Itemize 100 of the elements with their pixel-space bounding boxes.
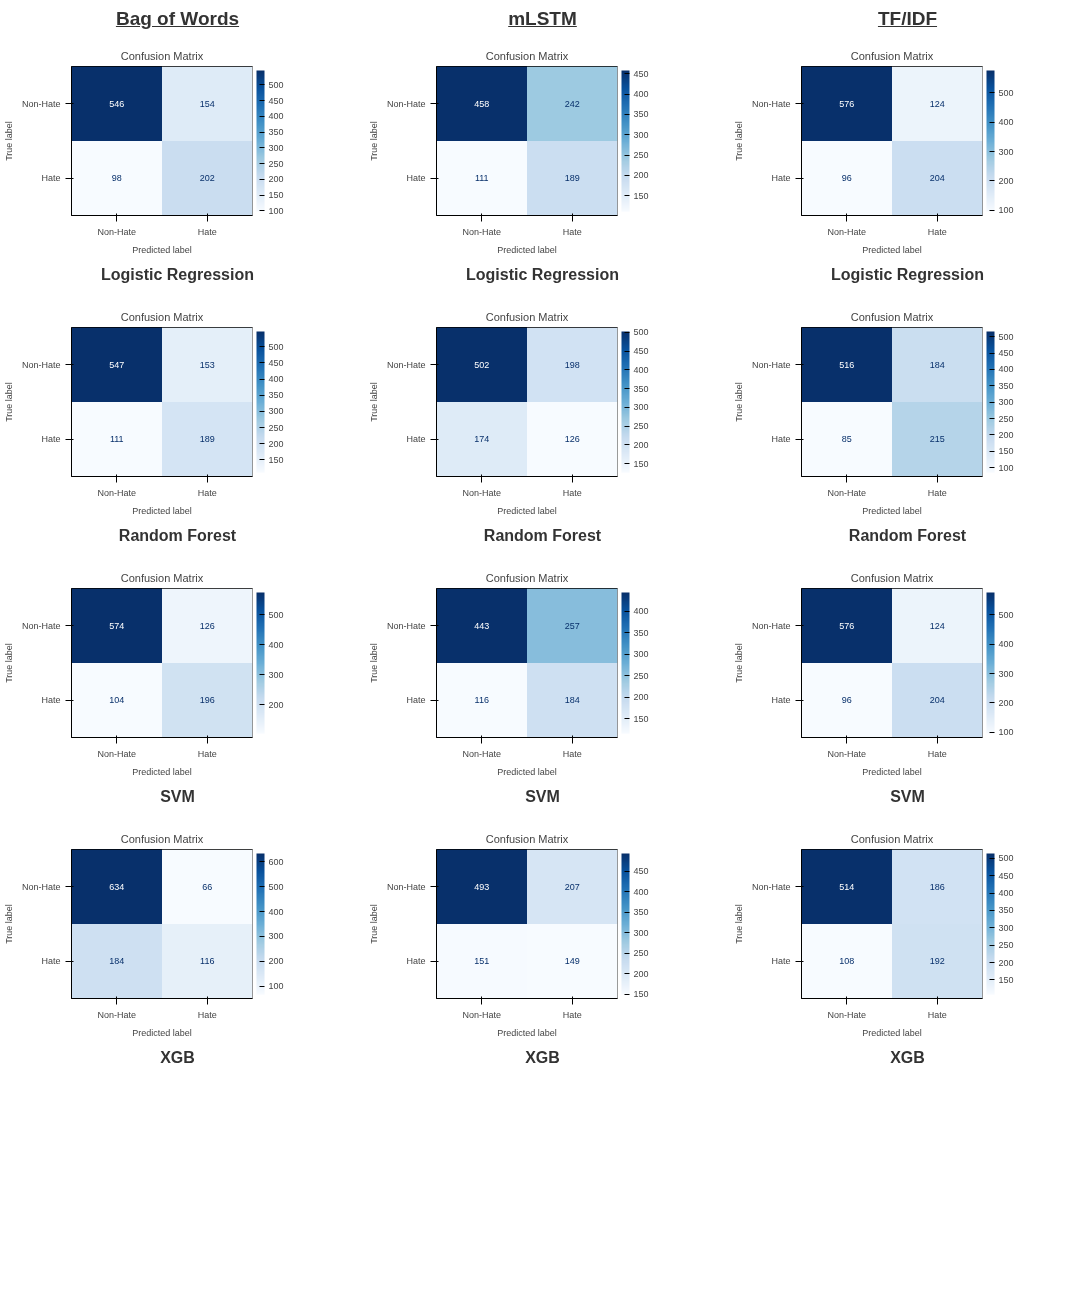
color-bar-label: 250 bbox=[633, 421, 649, 431]
x-axis-title: Predicted label bbox=[862, 1027, 922, 1038]
x-tick-label: Non-Hate bbox=[827, 487, 867, 498]
color-bar-label: 400 bbox=[268, 639, 284, 650]
y-tick-label: Non-Hate bbox=[21, 98, 61, 109]
data-label: 151 bbox=[474, 956, 490, 967]
color-bar-label: 300 bbox=[998, 146, 1014, 157]
y-tick-label: Hate bbox=[771, 173, 791, 184]
color-bar-label: 450 bbox=[998, 348, 1014, 359]
x-tick-label: Hate bbox=[927, 487, 947, 498]
x-tick-label: Non-Hate bbox=[97, 487, 137, 498]
x-axis-title: Predicted label bbox=[132, 505, 192, 516]
data-label: 189 bbox=[564, 173, 580, 184]
y-axis-title: True label bbox=[733, 904, 744, 944]
x-axis-title: Predicted label bbox=[497, 505, 557, 516]
y-tick-label: Hate bbox=[771, 695, 791, 706]
x-tick-label: Non-Hate bbox=[462, 1009, 502, 1020]
color-bar-label: 300 bbox=[633, 129, 649, 140]
color-bar-label: 350 bbox=[268, 127, 284, 138]
color-bar-label: 400 bbox=[633, 364, 649, 375]
x-tick-label: Non-Hate bbox=[827, 226, 867, 237]
text: Logistic Regression bbox=[100, 265, 255, 285]
data-label: 204 bbox=[929, 173, 945, 184]
color-bar-label: 350 bbox=[633, 383, 649, 394]
color-bar-label: 200 bbox=[633, 170, 649, 181]
color-bar-label: 300 bbox=[998, 668, 1014, 679]
data-label: 124 bbox=[929, 620, 945, 631]
y-tick-label: Hate bbox=[41, 434, 61, 445]
data-label: 126 bbox=[564, 434, 580, 445]
data-label: 184 bbox=[929, 359, 945, 370]
data-label: 174 bbox=[474, 434, 490, 445]
color-bar-label: 300 bbox=[633, 649, 649, 660]
text: Logistic Regression bbox=[830, 265, 985, 285]
y-tick-label: Non-Hate bbox=[21, 881, 61, 892]
chart-title: Confusion Matrix bbox=[120, 571, 204, 584]
color-bar-label: 500 bbox=[998, 87, 1014, 98]
color-bar-label: 250 bbox=[268, 158, 284, 169]
data-label: 111 bbox=[474, 173, 489, 184]
x-tick-label: Hate bbox=[927, 748, 947, 759]
color-bar-label: 200 bbox=[633, 968, 649, 979]
x-tick-label: Hate bbox=[562, 226, 582, 237]
color-bar-label: 350 bbox=[633, 627, 649, 638]
x-tick-label: Non-Hate bbox=[97, 226, 137, 237]
color-bar-label: 500 bbox=[268, 881, 284, 892]
color-bar-label: 300 bbox=[268, 931, 284, 942]
x-axis-title: Predicted label bbox=[497, 244, 557, 255]
text: XGB bbox=[159, 1048, 196, 1068]
text: SVM bbox=[159, 787, 196, 807]
color-bar-label: 450 bbox=[633, 68, 649, 79]
x-axis-title: Predicted label bbox=[497, 766, 557, 777]
x-tick-label: Hate bbox=[197, 487, 217, 498]
data-label: 198 bbox=[564, 359, 580, 370]
chart-title: Confusion Matrix bbox=[120, 832, 204, 845]
color-bar-label: 400 bbox=[268, 111, 284, 122]
chart-title: Confusion Matrix bbox=[850, 310, 934, 323]
data-label: 184 bbox=[109, 956, 125, 967]
x-tick-label: Non-Hate bbox=[462, 226, 502, 237]
color-bar-label: 250 bbox=[633, 670, 649, 681]
text: XGB bbox=[524, 1048, 561, 1068]
text: Random Forest bbox=[482, 526, 603, 546]
y-tick-label: Non-Hate bbox=[386, 98, 426, 109]
data-label: 204 bbox=[929, 695, 945, 706]
data-label: 574 bbox=[109, 620, 125, 631]
y-axis-title: True label bbox=[368, 121, 379, 161]
color-bar-label: 400 bbox=[633, 89, 649, 100]
data-label: 153 bbox=[199, 359, 215, 370]
color-bar-label: 300 bbox=[998, 922, 1014, 933]
y-tick-label: Hate bbox=[41, 173, 61, 184]
data-label: 192 bbox=[929, 956, 945, 967]
color-bar-label: 150 bbox=[633, 989, 649, 1000]
color-bar-label: 450 bbox=[633, 866, 649, 877]
y-tick-label: Hate bbox=[406, 956, 426, 967]
color-bar-label: 400 bbox=[633, 886, 649, 897]
x-tick-label: Hate bbox=[562, 748, 582, 759]
y-axis-title: True label bbox=[3, 382, 14, 422]
y-tick-label: Hate bbox=[41, 695, 61, 706]
data-label: 207 bbox=[564, 881, 580, 892]
color-bar-label: 600 bbox=[268, 856, 284, 867]
color-bar-label: 150 bbox=[633, 713, 649, 724]
data-label: 546 bbox=[109, 98, 125, 109]
color-bar-label: 450 bbox=[268, 357, 284, 368]
y-tick-label: Non-Hate bbox=[21, 359, 61, 370]
data-label: 66 bbox=[202, 881, 213, 892]
x-axis-title: Predicted label bbox=[862, 505, 922, 516]
y-axis-title: True label bbox=[368, 904, 379, 944]
y-tick-label: Hate bbox=[406, 173, 426, 184]
data-label: 576 bbox=[839, 620, 855, 631]
color-bar-label: 500 bbox=[998, 331, 1014, 342]
data-label: 514 bbox=[839, 881, 855, 892]
color-bar-label: 400 bbox=[633, 606, 649, 617]
x-axis-title: Predicted label bbox=[862, 766, 922, 777]
color-bar-label: 300 bbox=[268, 142, 284, 153]
color-bar-label: 150 bbox=[998, 974, 1014, 985]
color-bar-label: 500 bbox=[268, 609, 284, 620]
color-bar-label: 200 bbox=[268, 438, 284, 449]
x-tick-label: Non-Hate bbox=[97, 748, 137, 759]
color-bar-label: 100 bbox=[998, 462, 1014, 473]
color-bar-label: 450 bbox=[998, 870, 1014, 881]
y-axis-title: True label bbox=[3, 121, 14, 161]
y-axis-title: True label bbox=[368, 643, 379, 683]
